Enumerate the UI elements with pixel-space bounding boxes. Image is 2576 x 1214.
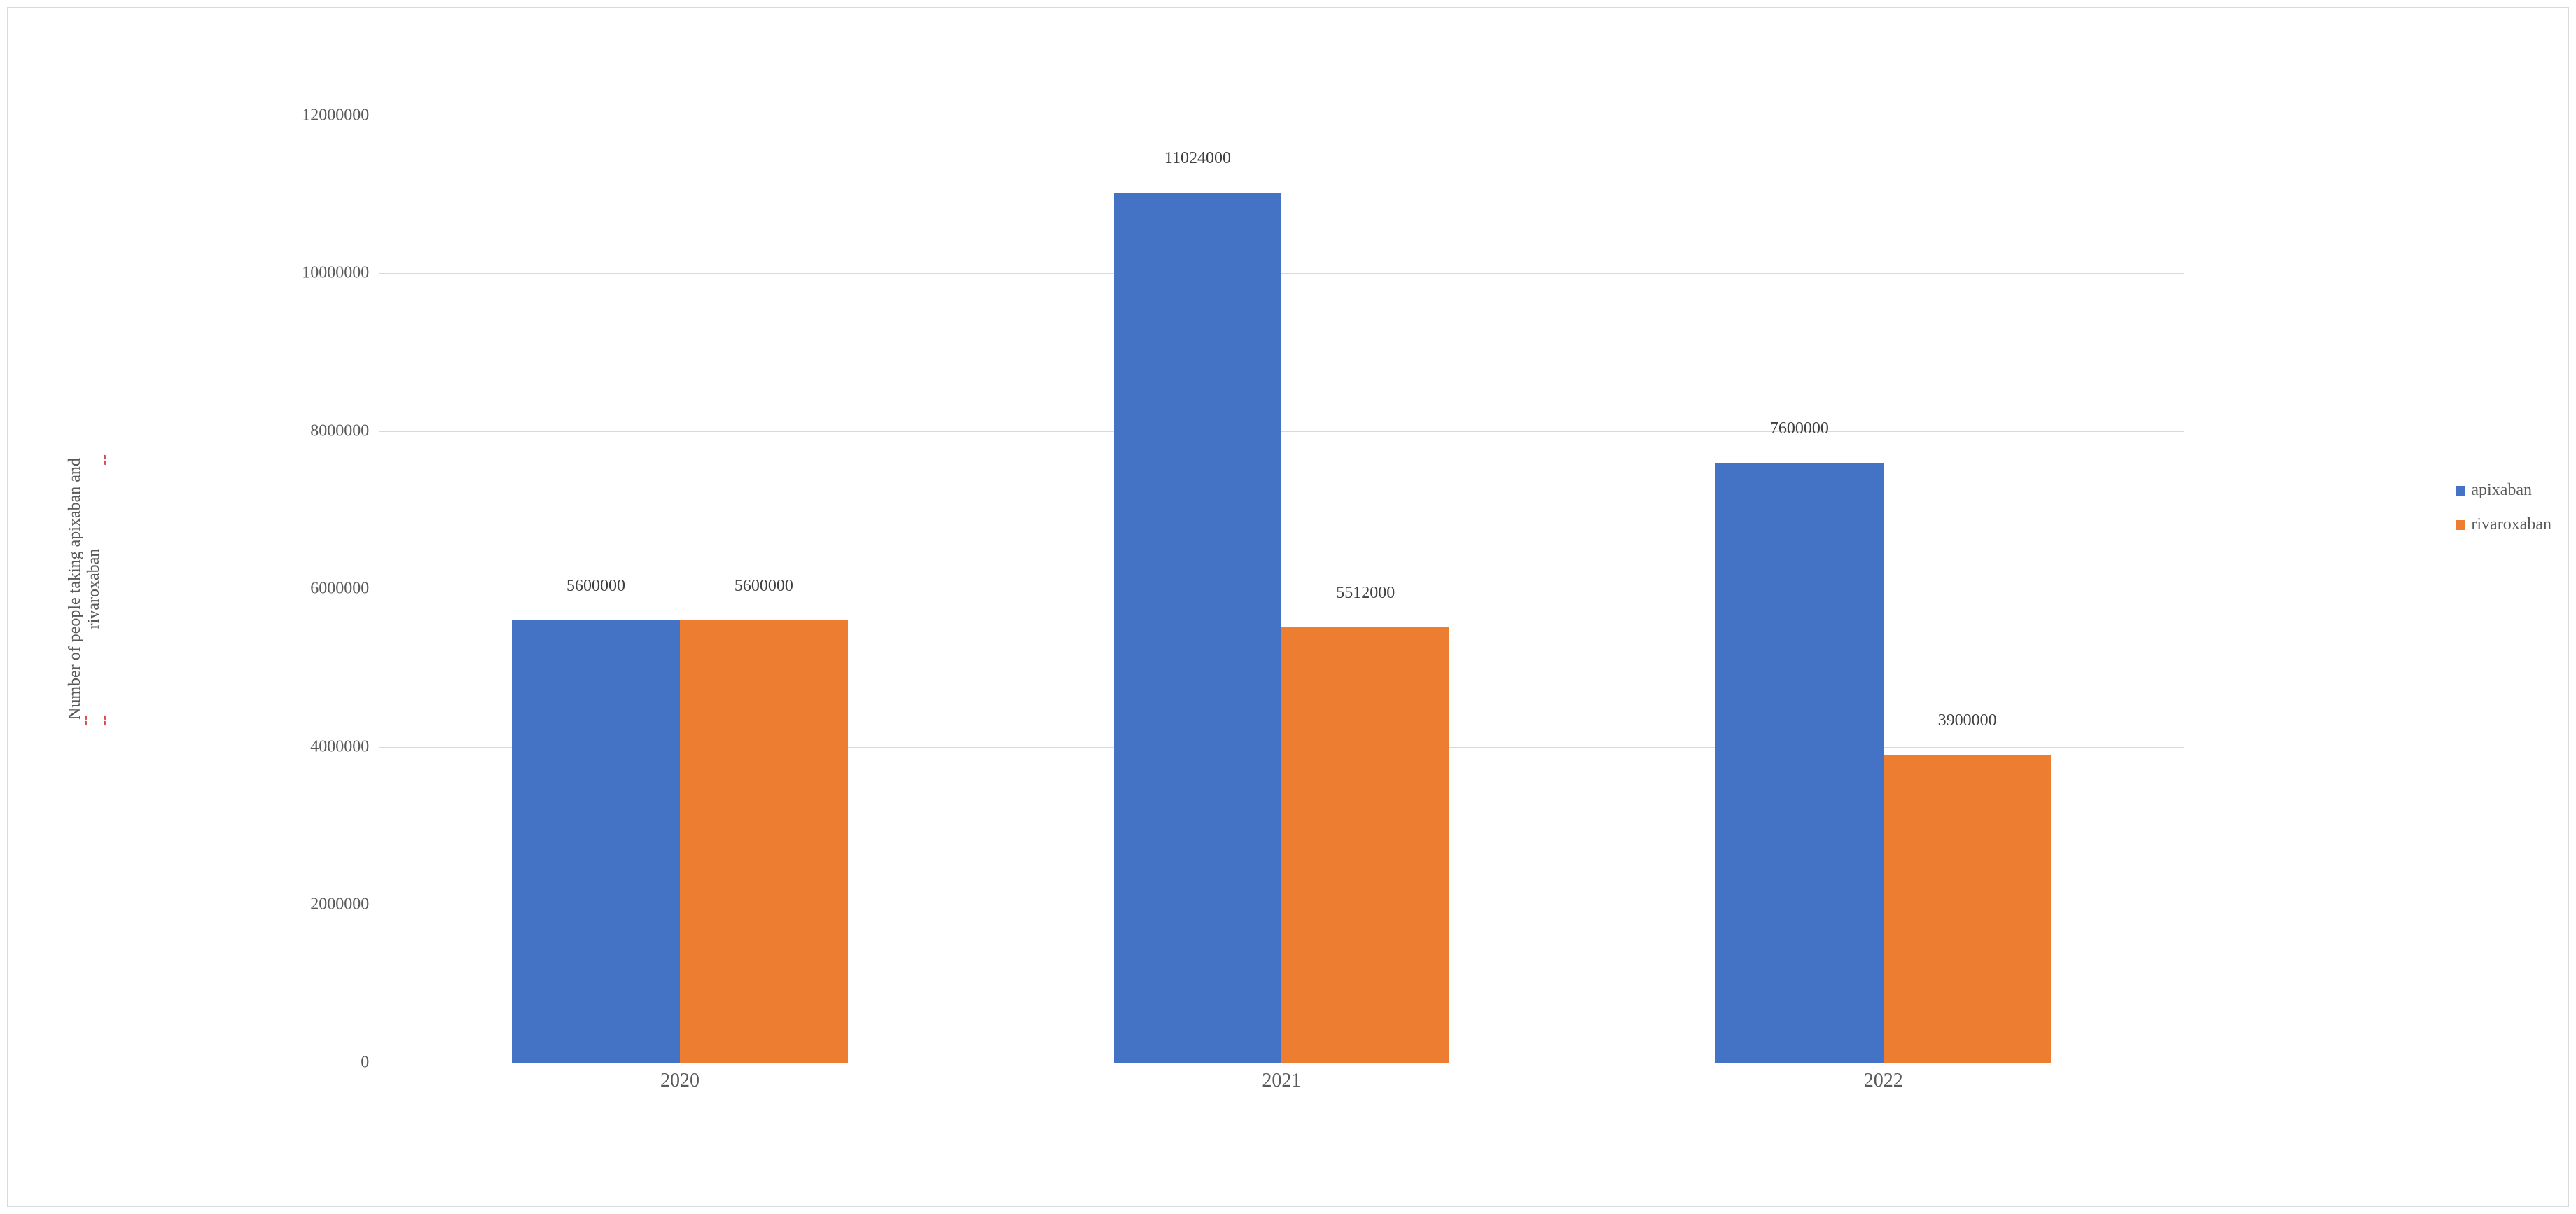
y-axis-title: Number of people taking apixaban andriva… bbox=[34, 116, 136, 1062]
y-tick-label: 0 bbox=[361, 1053, 379, 1072]
plot-area: 0200000040000006000000800000010000000120… bbox=[379, 116, 2184, 1062]
bar-value-label: 5512000 bbox=[1336, 584, 1395, 606]
y-tick-label: 4000000 bbox=[310, 737, 379, 756]
legend-item-rivaroxaban: rivaroxaban bbox=[2456, 515, 2551, 534]
legend-item-apixaban: apixaban bbox=[2456, 481, 2551, 500]
bar-value-label: 3900000 bbox=[1938, 711, 1997, 733]
legend-swatch bbox=[2456, 520, 2465, 530]
bar-rivaroxaban bbox=[1884, 755, 2052, 1063]
gridline bbox=[379, 431, 2184, 432]
legend: apixaban rivaroxaban bbox=[2456, 481, 2551, 534]
legend-label: rivaroxaban bbox=[2471, 515, 2551, 534]
y-axis-title-line: rivaroxaban bbox=[85, 458, 104, 720]
chart-container: 0 2000000 4000000 6000000 8000000 10000000 120… bbox=[7, 7, 2569, 1207]
legend-swatch bbox=[2456, 486, 2465, 496]
y-axis-title-line: Number of people taking apixaban and bbox=[66, 458, 85, 720]
bar-apixaban bbox=[512, 620, 680, 1062]
y-tick-label: 10000000 bbox=[302, 264, 379, 283]
x-category-label: 2020 bbox=[660, 1063, 699, 1092]
bar-value-label: 7600000 bbox=[1770, 419, 1829, 441]
legend-label: apixaban bbox=[2471, 481, 2532, 500]
bar-rivaroxaban bbox=[1281, 627, 1449, 1062]
y-tick-label: 6000000 bbox=[310, 580, 379, 599]
bar-value-label: 5600000 bbox=[734, 577, 793, 599]
bar-value-label: 11024000 bbox=[1164, 149, 1231, 171]
bar-rivaroxaban bbox=[680, 620, 848, 1062]
y-tick-label: 2000000 bbox=[310, 895, 379, 914]
x-category-label: 2021 bbox=[1262, 1063, 1301, 1092]
gridline bbox=[379, 273, 2184, 274]
bar-apixaban bbox=[1114, 193, 1282, 1062]
x-category-label: 2022 bbox=[1864, 1063, 1903, 1092]
y-tick-label: 12000000 bbox=[302, 106, 379, 125]
bar-value-label: 5600000 bbox=[566, 577, 625, 599]
bar-apixaban bbox=[1715, 463, 1884, 1063]
y-tick-label: 8000000 bbox=[310, 421, 379, 440]
